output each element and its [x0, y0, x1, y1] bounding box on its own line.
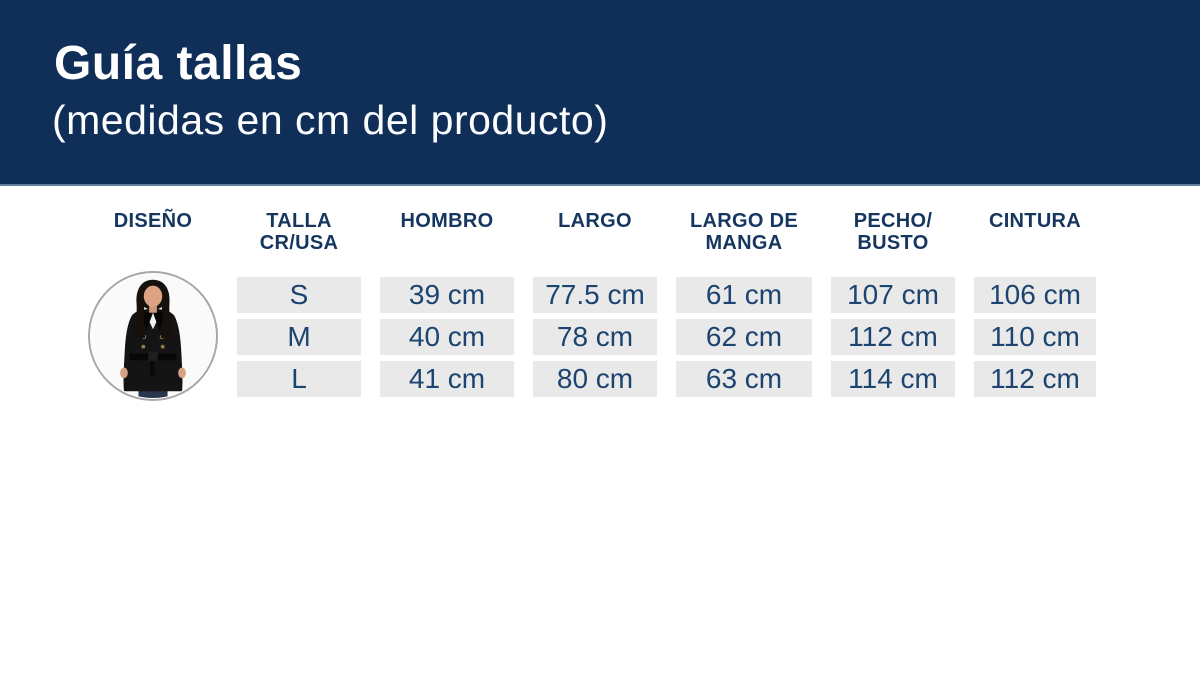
hombro-cell: 41 cm — [380, 361, 514, 397]
column-header-talla: TALLA CR/USA — [259, 210, 339, 254]
size-cell: M — [237, 319, 361, 355]
page-title: Guía tallas — [54, 37, 303, 90]
column-header-manga: LARGO DE MANGA — [690, 210, 798, 254]
manga-cell: 61 cm — [676, 277, 812, 313]
size-table: DISEÑO TALLA CR/USA HOMBRO LARGO LARGO D… — [88, 210, 1096, 397]
banner: Guía tallas (medidas en cm del producto) — [0, 0, 1200, 186]
largo-cell: 80 cm — [533, 361, 657, 397]
column-header-cintura: CINTURA — [988, 210, 1082, 232]
column-header-diseno: DISEÑO — [113, 210, 193, 232]
cintura-cell: 106 cm — [974, 277, 1096, 313]
product-image — [88, 271, 218, 401]
pecho-cell: 107 cm — [831, 277, 955, 313]
column-header-hombro: HOMBRO — [400, 210, 494, 232]
largo-cell: 78 cm — [533, 319, 657, 355]
size-cell: L — [237, 361, 361, 397]
column-header-pecho: PECHO/ BUSTO — [853, 210, 933, 254]
woman-in-black-trench-coat-illustration — [90, 273, 216, 399]
pecho-cell: 112 cm — [831, 319, 955, 355]
hombro-cell: 39 cm — [380, 277, 514, 313]
size-cell: S — [237, 277, 361, 313]
hombro-cell: 40 cm — [380, 319, 514, 355]
largo-cell: 77.5 cm — [533, 277, 657, 313]
cintura-cell: 110 cm — [974, 319, 1096, 355]
manga-cell: 63 cm — [676, 361, 812, 397]
page-subtitle: (medidas en cm del producto) — [52, 97, 609, 143]
pecho-cell: 114 cm — [831, 361, 955, 397]
column-header-largo: LARGO — [558, 210, 632, 232]
manga-cell: 62 cm — [676, 319, 812, 355]
cintura-cell: 112 cm — [974, 361, 1096, 397]
